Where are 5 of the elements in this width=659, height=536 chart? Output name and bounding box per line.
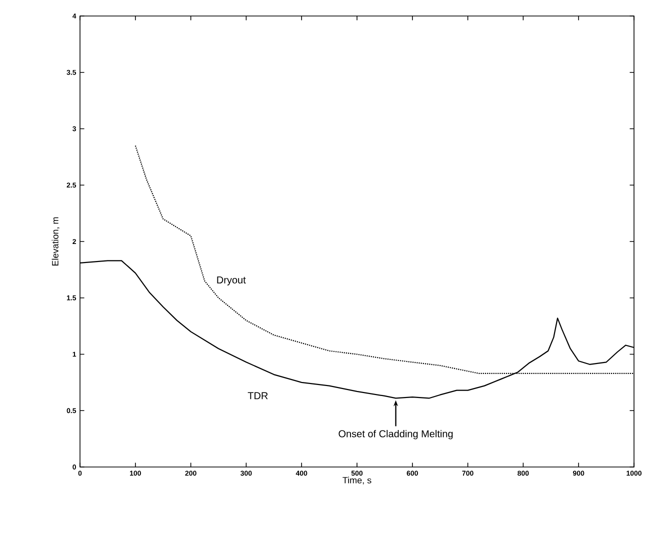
series-label: TDR bbox=[248, 392, 268, 400]
x-axis-title: Time, s bbox=[342, 476, 372, 484]
annotation: Onset of Cladding Melting bbox=[338, 430, 453, 440]
series-label: Dryout bbox=[217, 276, 246, 286]
y-axis-title: Elevation, m bbox=[52, 217, 60, 266]
